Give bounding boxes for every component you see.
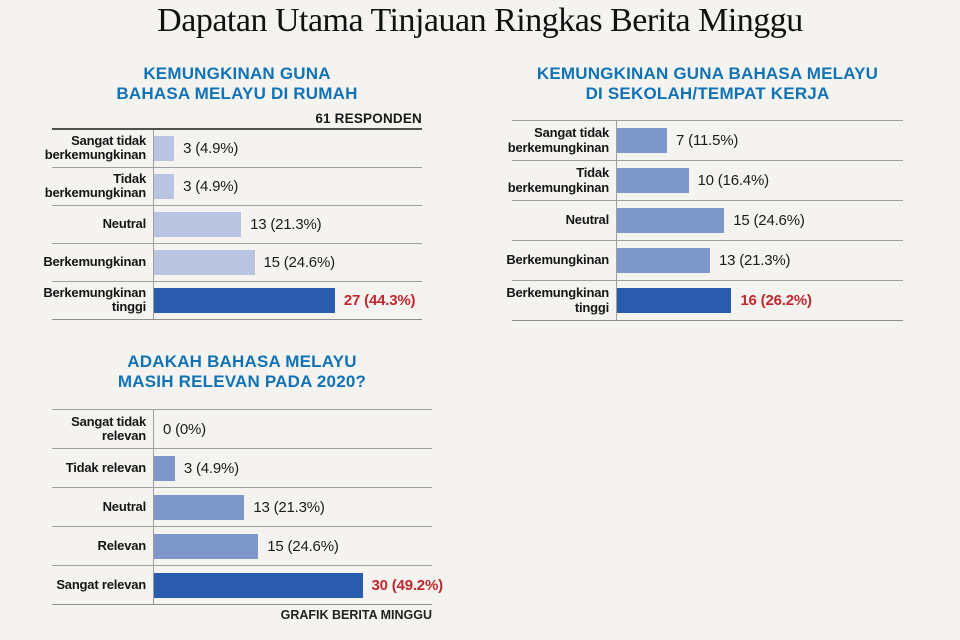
bar-row: Neutral 15 (24.6%) (512, 200, 903, 241)
row-label: Sangat tidak berkemungkinan (508, 121, 617, 161)
bar-cell: 16 (26.2%) (617, 281, 903, 320)
bar (154, 533, 259, 559)
bar (617, 168, 689, 194)
bar (154, 455, 175, 481)
bar-row: Sangat tidak relevan 0 (0%) (52, 410, 432, 449)
bar-row-highlight: Berkemungkinan tinggi 16 (26.2%) (506, 280, 903, 321)
row-label: Berkemungkinan tinggi (506, 281, 617, 321)
row-label: Neutral (512, 201, 617, 241)
bar (154, 249, 255, 275)
bar-value: 0 (0%) (163, 420, 206, 438)
bar-row: Relevan 15 (24.6%) (52, 526, 432, 566)
chart-title-line2: BAHASA MELAYU DI RUMAH (116, 84, 358, 104)
bar-value: 3 (4.9%) (183, 139, 239, 157)
bar-cell: 27 (44.3%) (154, 282, 422, 319)
bar-cell: 10 (16.4%) (617, 161, 903, 200)
bar-row-highlight: Berkemungkinan tinggi 27 (44.3%) (43, 280, 422, 319)
bar-value: 3 (4.9%) (183, 177, 239, 195)
bar-row-highlight: Sangat relevan 30 (49.2%) (52, 565, 443, 605)
chart-title: KEMUNGKINAN GUNA BAHASA MELAYU DI RUMAH (52, 64, 422, 104)
bar-cell: 15 (24.6%) (617, 201, 903, 240)
bar-cell: 3 (4.9%) (154, 130, 422, 167)
bar-value: 13 (21.3%) (250, 215, 322, 233)
bar-cell: 3 (4.9%) (154, 168, 422, 205)
bar-cell: 15 (24.6%) (154, 244, 422, 281)
bar-value: 13 (21.3%) (718, 252, 791, 270)
chart-title-line1: KEMUNGKINAN GUNA (143, 64, 331, 83)
bar (617, 248, 710, 274)
bar-cell: 0 (0%) (154, 410, 432, 448)
row-label: Berkemungkinan tinggi (43, 281, 154, 319)
chart-malay-relevance-2020: ADAKAH BAHASA MELAYU MASIH RELEVAN PADA … (52, 352, 443, 606)
bar-value: 15 (24.6%) (263, 253, 336, 271)
respondents-count: 61 RESPONDEN (315, 111, 422, 127)
chart-title-line2: MASIH RELEVAN PADA 2020? (117, 372, 367, 392)
bar-row: Neutral 13 (21.3%) (52, 487, 432, 527)
bar (154, 494, 245, 520)
bar-row: Neutral 13 (21.3%) (52, 204, 422, 243)
bar-value: 10 (16.4%) (697, 172, 770, 190)
bar-cell: 15 (24.6%) (154, 527, 432, 565)
row-label: Berkemungkinan (506, 241, 617, 281)
credit-line: GRAFIK BERITA MINGGU (280, 608, 432, 622)
bar (154, 211, 242, 237)
row-label: Tidak berkemungkinan (45, 167, 154, 205)
row-label: Neutral (52, 488, 154, 527)
bar-row: Tidak berkemungkinan 10 (16.4%) (508, 160, 903, 201)
bar-rows: Sangat tidak relevan 0 (0%) Tidak releva… (52, 409, 443, 606)
row-label: Sangat tidak berkemungkinan (45, 129, 154, 167)
bar-value: 13 (21.3%) (253, 498, 325, 516)
bar (154, 135, 175, 161)
row-label: Relevan (52, 527, 154, 566)
row-label: Berkemungkinan (43, 243, 154, 281)
bar-value: 3 (4.9%) (183, 459, 239, 477)
bar-cell: 13 (21.3%) (154, 488, 432, 526)
bar (617, 288, 732, 314)
chart-malay-at-home: KEMUNGKINAN GUNA BAHASA MELAYU DI RUMAH … (43, 64, 422, 320)
chart-malay-at-school-work: KEMUNGKINAN GUNA BAHASA MELAYU DI SEKOLA… (506, 64, 903, 322)
bar-row: Berkemungkinan 13 (21.3%) (506, 240, 903, 281)
chart-title-line1: KEMUNGKINAN GUNA BAHASA MELAYU (536, 64, 879, 83)
bar-cell: 13 (21.3%) (617, 241, 903, 280)
bar-row: Sangat tidak berkemungkinan 7 (11.5%) (508, 121, 903, 161)
bar-value: 16 (26.2%) (740, 292, 812, 310)
bar-row: Tidak relevan 3 (4.9%) (52, 448, 432, 488)
bar-value: 27 (44.3%) (343, 291, 416, 309)
bar-row: Sangat tidak berkemungkinan 3 (4.9%) (45, 129, 422, 167)
bar (617, 128, 668, 154)
bar-value: 30 (49.2%) (371, 576, 444, 594)
row-label: Tidak berkemungkinan (508, 161, 617, 201)
bar-cell: 30 (49.2%) (154, 566, 443, 604)
bar (617, 208, 725, 234)
row-label: Tidak relevan (52, 449, 154, 488)
bar-cell: 7 (11.5%) (617, 121, 903, 160)
chart-title-line2: DI SEKOLAH/TEMPAT KERJA (585, 84, 830, 104)
bar-row: Tidak berkemungkinan 3 (4.9%) (45, 166, 422, 205)
bar (154, 572, 363, 598)
bar-value: 15 (24.6%) (267, 537, 339, 555)
chart-title: ADAKAH BAHASA MELAYU MASIH RELEVAN PADA … (52, 352, 432, 392)
bar-value: 7 (11.5%) (676, 132, 739, 150)
page-title: Dapatan Utama Tinjauan Ringkas Berita Mi… (157, 2, 803, 39)
bar-cell: 13 (21.3%) (154, 206, 422, 243)
bar-rows: Sangat tidak berkemungkinan 7 (11.5%) Ti… (506, 120, 903, 322)
bar (154, 287, 335, 313)
bar-rows: Sangat tidak berkemungkinan 3 (4.9%) Tid… (43, 127, 422, 320)
row-label: Neutral (52, 205, 154, 243)
bar-cell: 3 (4.9%) (154, 449, 432, 487)
bar (154, 173, 175, 199)
row-label: Sangat relevan (52, 566, 154, 605)
chart-title: KEMUNGKINAN GUNA BAHASA MELAYU DI SEKOLA… (512, 64, 903, 104)
chart-title-line1: ADAKAH BAHASA MELAYU (127, 352, 357, 371)
bar-row: Berkemungkinan 15 (24.6%) (43, 242, 422, 281)
row-label: Sangat tidak relevan (52, 410, 154, 449)
bar-value: 15 (24.6%) (733, 212, 805, 230)
